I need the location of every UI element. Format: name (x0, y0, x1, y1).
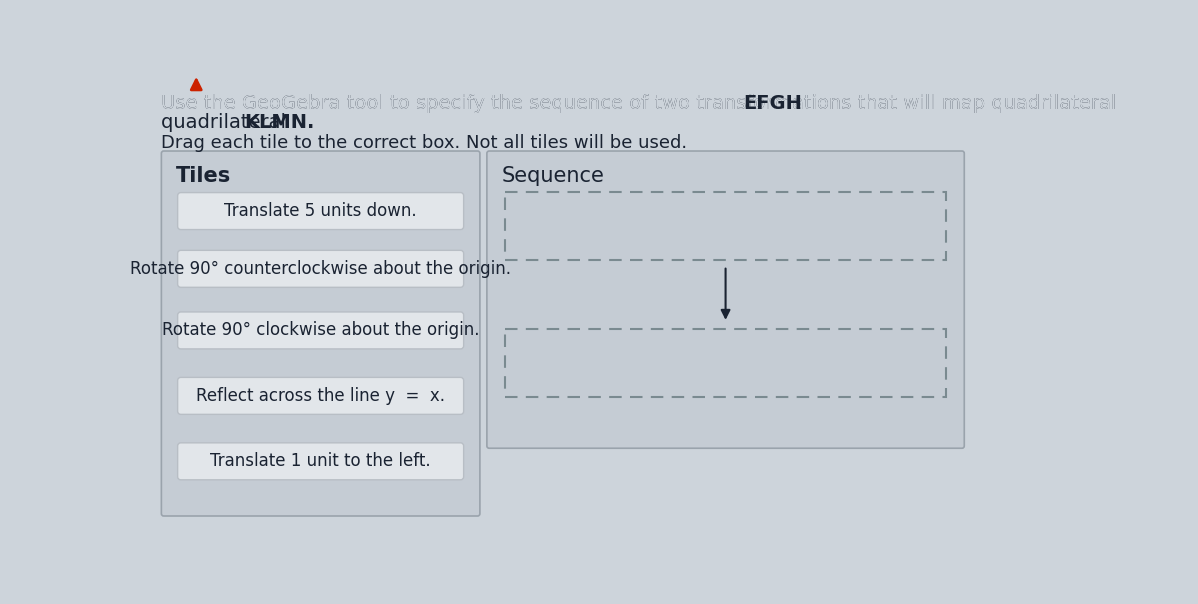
FancyBboxPatch shape (177, 443, 464, 480)
FancyBboxPatch shape (177, 312, 464, 349)
Text: quadrilateral: quadrilateral (161, 114, 292, 132)
Text: Translate 1 unit to the left.: Translate 1 unit to the left. (211, 452, 431, 471)
Text: Drag each tile to the correct box. Not all tiles will be used.: Drag each tile to the correct box. Not a… (161, 134, 686, 152)
Text: Sequence: Sequence (502, 165, 605, 185)
Bar (504, 192, 946, 260)
Text: Translate 5 units down.: Translate 5 units down. (224, 202, 417, 220)
FancyBboxPatch shape (486, 151, 964, 448)
Text: Use the GeoGebra tool to specify the sequence of two transformations that will m: Use the GeoGebra tool to specify the seq… (161, 94, 1123, 113)
Text: KLMN.: KLMN. (244, 114, 315, 132)
Text: Rotate 90° counterclockwise about the origin.: Rotate 90° counterclockwise about the or… (131, 260, 512, 278)
Text: Reflect across the line y  =  x.: Reflect across the line y = x. (196, 387, 446, 405)
Text: EFGH: EFGH (743, 94, 803, 113)
FancyBboxPatch shape (177, 193, 464, 230)
FancyBboxPatch shape (177, 378, 464, 414)
Text: Rotate 90° clockwise about the origin.: Rotate 90° clockwise about the origin. (162, 321, 479, 339)
FancyBboxPatch shape (177, 250, 464, 288)
Text: Tiles: Tiles (176, 165, 231, 185)
FancyBboxPatch shape (162, 151, 480, 516)
Bar (504, 329, 946, 397)
Text: Use the GeoGebra tool to specify the sequence of two transformations that will m: Use the GeoGebra tool to specify the seq… (161, 94, 1198, 113)
